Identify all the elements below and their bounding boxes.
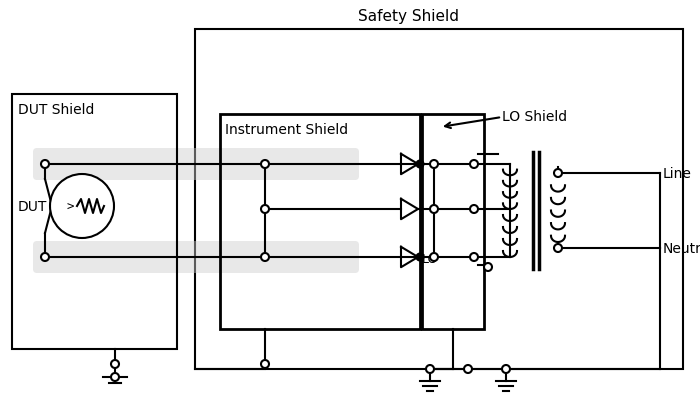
Bar xyxy=(12,95,177,349)
Circle shape xyxy=(430,161,438,169)
Circle shape xyxy=(470,205,478,213)
Text: DUT: DUT xyxy=(18,200,47,213)
Circle shape xyxy=(470,161,478,169)
Circle shape xyxy=(554,170,562,178)
Text: Neutral: Neutral xyxy=(663,241,700,255)
Circle shape xyxy=(464,365,472,373)
FancyBboxPatch shape xyxy=(33,241,359,273)
FancyBboxPatch shape xyxy=(33,148,359,180)
Text: DUT Shield: DUT Shield xyxy=(18,103,95,117)
Circle shape xyxy=(41,161,49,169)
Text: Safety Shield: Safety Shield xyxy=(358,9,459,24)
Text: Line: Line xyxy=(663,166,692,180)
Circle shape xyxy=(430,205,438,213)
Text: LO Shield: LO Shield xyxy=(502,110,567,124)
Text: Instrument Shield: Instrument Shield xyxy=(225,123,348,137)
Circle shape xyxy=(416,254,424,261)
Text: LO: LO xyxy=(422,253,438,266)
Text: >: > xyxy=(66,200,74,213)
Circle shape xyxy=(50,175,114,238)
Circle shape xyxy=(426,365,434,373)
Circle shape xyxy=(111,373,119,381)
Bar xyxy=(422,115,484,329)
Circle shape xyxy=(41,254,49,261)
Circle shape xyxy=(470,254,478,261)
Circle shape xyxy=(261,161,269,169)
Bar xyxy=(220,115,420,329)
Circle shape xyxy=(416,161,424,168)
Circle shape xyxy=(502,365,510,373)
Circle shape xyxy=(261,360,269,368)
Circle shape xyxy=(554,245,562,252)
Circle shape xyxy=(430,254,438,261)
Circle shape xyxy=(111,360,119,368)
Circle shape xyxy=(261,205,269,213)
Circle shape xyxy=(484,263,492,271)
Bar xyxy=(195,30,683,369)
Circle shape xyxy=(261,254,269,261)
